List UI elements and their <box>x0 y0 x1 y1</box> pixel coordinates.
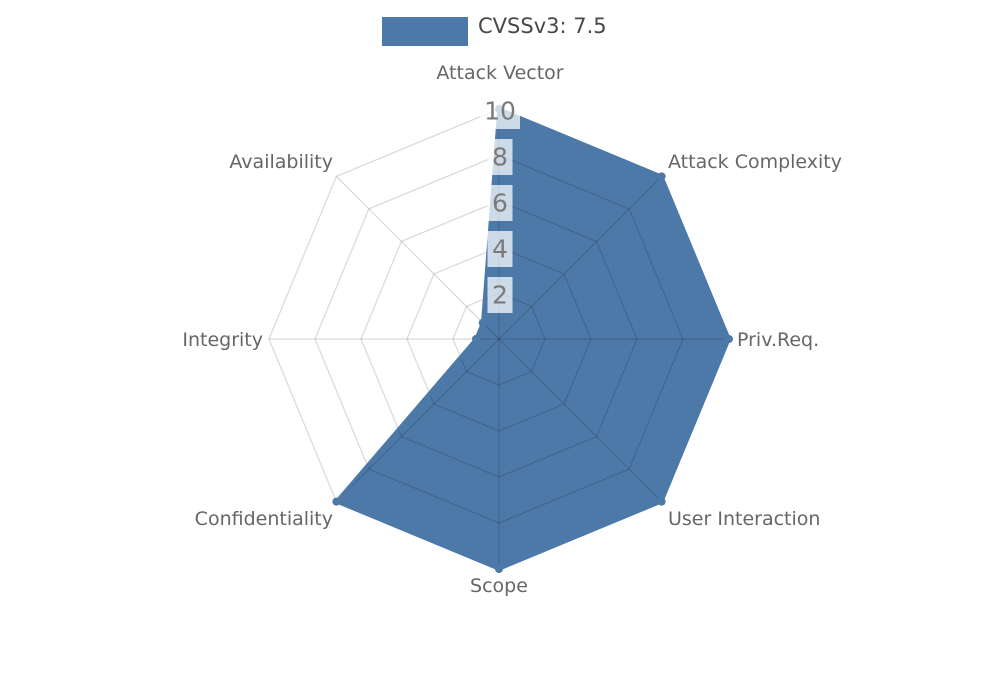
axis-label-availability: Availability <box>229 151 333 173</box>
radial-tick-backdrop <box>487 277 513 313</box>
radial-tick-label: 10 <box>484 97 516 126</box>
legend: CVSSv3: 7.5 <box>382 14 607 46</box>
radial-tick-label: 8 <box>492 143 508 172</box>
radial-tick-label: 4 <box>492 235 508 264</box>
grid-spoke <box>335 175 500 340</box>
series-point <box>478 318 487 327</box>
axis-label-attack-vector: Attack Vector <box>436 62 563 84</box>
series-point <box>495 565 503 573</box>
axis-label-user-interaction: User Interaction <box>668 508 820 530</box>
series-point <box>472 335 480 343</box>
radial-tick-backdrop <box>480 93 520 129</box>
grid-ring <box>314 154 684 524</box>
legend-label: CVSSv3: 7.5 <box>478 14 607 38</box>
axis-label-priv-req: Priv.Req. <box>737 329 819 351</box>
grid-spoke <box>335 338 500 503</box>
radial-tick-backdrop <box>487 231 513 267</box>
radial-tick-backdrop <box>487 139 513 175</box>
radar-geometry: 2 4 6 8 10 Attack Vector Attack Complexity Priv… <box>182 62 842 597</box>
series-point <box>657 497 666 506</box>
axis-label-scope: Scope <box>470 575 528 597</box>
axis-label-confidentiality: Confidentiality <box>195 508 333 530</box>
series-fill <box>336 109 729 569</box>
radial-tick-label: 2 <box>492 281 508 310</box>
series-point <box>657 172 666 181</box>
series-point <box>332 497 341 506</box>
axis-label-integrity: Integrity <box>182 329 263 351</box>
legend-swatch-icon <box>382 17 468 46</box>
grid-ring <box>452 292 546 386</box>
radial-tick-backdrop <box>487 185 513 221</box>
radial-tick-label: 6 <box>492 189 508 218</box>
grid-spoke <box>498 175 663 340</box>
series-point <box>725 335 733 343</box>
grid-spoke <box>498 338 663 503</box>
grid-ring <box>360 200 638 478</box>
grid-ring <box>406 246 592 432</box>
axis-label-attack-complexity: Attack Complexity <box>668 151 842 173</box>
